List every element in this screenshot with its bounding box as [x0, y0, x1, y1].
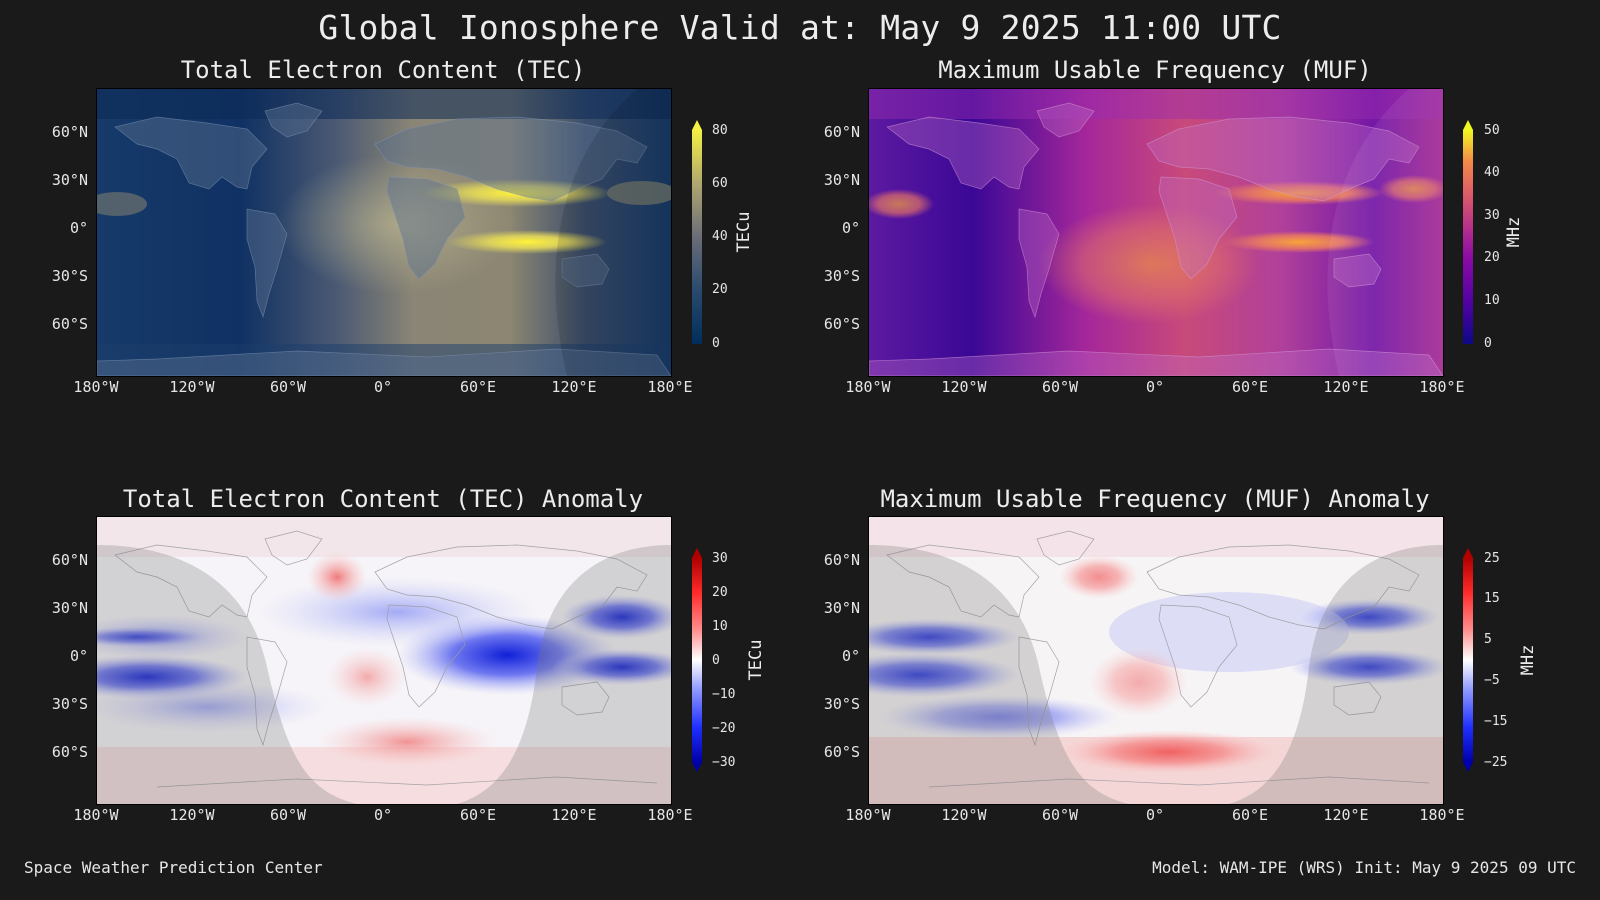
- muf-anomaly-cbar-tick-minus25: −25: [1484, 755, 1508, 770]
- tec-anomaly-cbar-unit: TECu: [746, 639, 766, 681]
- tec-anomaly-lat-label-0: 0°: [69, 647, 88, 665]
- panel-title-muf-anomaly: Maximum Usable Frequency (MUF) Anomaly: [880, 485, 1430, 513]
- tec-anomaly-colorbar: [692, 548, 702, 772]
- muf-anomaly-cbar-tick-5: 5: [1484, 632, 1492, 647]
- muf-anomaly-lon-label-180e: 180°E: [1419, 806, 1465, 824]
- muf-map: [868, 88, 1444, 377]
- muf-cbar-tick-30: 30: [1484, 208, 1500, 223]
- tec-lat-label-60n: 60°N: [51, 123, 88, 141]
- tec-lat-label-60s: 60°S: [51, 315, 88, 333]
- tec-anomaly-lon-label-120e: 120°E: [551, 806, 597, 824]
- muf-lon-label-60w: 60°W: [1041, 378, 1079, 396]
- muf-cbar-tick-50: 50: [1484, 123, 1500, 138]
- muf-anomaly-map: [868, 516, 1444, 805]
- muf-cbar-tick-20: 20: [1484, 250, 1500, 265]
- muf-lat-label-0: 0°: [841, 219, 860, 237]
- muf-lon-label-120e: 120°E: [1323, 378, 1369, 396]
- muf-anomaly-lon-label-60w: 60°W: [1041, 806, 1079, 824]
- panel-title-muf: Maximum Usable Frequency (MUF): [938, 56, 1372, 84]
- muf-lon-label-0: 0°: [1145, 378, 1165, 396]
- tec-anomaly-cbar-tick-minus20: −20: [712, 721, 736, 736]
- muf-anomaly-cbar-tick-15: 15: [1484, 591, 1500, 606]
- panel-title-tec-anomaly: Total Electron Content (TEC) Anomaly: [122, 485, 644, 513]
- muf-cbar-tick-10: 10: [1484, 293, 1500, 308]
- muf-lat-label-60s: 60°S: [823, 315, 860, 333]
- tec-anomaly-cbar-tick-30: 30: [712, 551, 728, 566]
- tec-anomaly-cbar-tick-minus10: −10: [712, 687, 736, 702]
- tec-lon-label-60w: 60°W: [269, 378, 307, 396]
- muf-anomaly-lon-label-180w: 180°W: [845, 806, 891, 824]
- muf-cbar-tick-40: 40: [1484, 165, 1500, 180]
- tec-lat-label-30n: 30°N: [51, 171, 88, 189]
- muf-cbar-tick-0: 0: [1484, 336, 1492, 351]
- muf-lon-label-180e: 180°E: [1419, 378, 1465, 396]
- tec-cbar-tick-60: 60: [712, 176, 728, 191]
- tec-map: [96, 88, 672, 377]
- muf-anomaly-cbar-unit: MHz: [1518, 644, 1538, 676]
- muf-cbar-unit: MHz: [1504, 216, 1524, 248]
- muf-anomaly-cbar-tick-minus5: −5: [1484, 673, 1500, 688]
- tec-lon-label-180e: 180°E: [647, 378, 693, 396]
- tec-anomaly-cbar-tick-minus30: −30: [712, 755, 736, 770]
- tec-lon-label-180w: 180°W: [73, 378, 119, 396]
- muf-anomaly-cbar-tick-minus15: −15: [1484, 714, 1508, 729]
- tec-anomaly-lon-label-60e: 60°E: [459, 806, 497, 824]
- muf-lon-label-60e: 60°E: [1231, 378, 1269, 396]
- muf-lat-label-30n: 30°N: [823, 171, 860, 189]
- muf-lat-label-30s: 30°S: [823, 267, 860, 285]
- tec-lon-label-120e: 120°E: [551, 378, 597, 396]
- tec-cbar-tick-0: 0: [712, 336, 720, 351]
- muf-anomaly-lon-label-60e: 60°E: [1231, 806, 1269, 824]
- tec-anomaly-lat-label-60n: 60°N: [51, 551, 88, 569]
- tec-anomaly-lat-label-60s: 60°S: [51, 743, 88, 761]
- muf-anomaly-lon-label-120e: 120°E: [1323, 806, 1369, 824]
- muf-anomaly-lon-label-120w: 120°W: [941, 806, 987, 824]
- muf-anomaly-lat-label-60s: 60°S: [823, 743, 860, 761]
- muf-lon-label-180w: 180°W: [845, 378, 891, 396]
- tec-colorbar: [692, 120, 702, 344]
- muf-colorbar: [1463, 120, 1473, 344]
- tec-cbar-tick-20: 20: [712, 282, 728, 297]
- tec-anomaly-lon-label-180w: 180°W: [73, 806, 119, 824]
- muf-anomaly-colorbar: [1463, 548, 1473, 772]
- tec-cbar-unit: TECu: [734, 211, 754, 253]
- muf-anomaly-lat-label-30s: 30°S: [823, 695, 860, 713]
- muf-lat-label-60n: 60°N: [823, 123, 860, 141]
- muf-anomaly-lat-label-0: 0°: [841, 647, 860, 665]
- main-title: Global Ionosphere Valid at: May 9 2025 1…: [318, 8, 1282, 47]
- muf-anomaly-lat-label-30n: 30°N: [823, 599, 860, 617]
- tec-anomaly-cbar-tick-10: 10: [712, 619, 728, 634]
- tec-anomaly-map: [96, 516, 672, 805]
- tec-lon-label-60e: 60°E: [459, 378, 497, 396]
- footer-credit: Space Weather Prediction Center: [24, 858, 323, 877]
- tec-cbar-tick-80: 80: [712, 123, 728, 138]
- tec-lat-label-0: 0°: [69, 219, 88, 237]
- tec-cbar-tick-40: 40: [712, 229, 728, 244]
- muf-lon-label-120w: 120°W: [941, 378, 987, 396]
- tec-anomaly-lon-label-0: 0°: [373, 806, 393, 824]
- tec-lon-label-120w: 120°W: [169, 378, 215, 396]
- tec-lon-label-0: 0°: [373, 378, 393, 396]
- tec-anomaly-lon-label-180e: 180°E: [647, 806, 693, 824]
- tec-anomaly-lat-label-30s: 30°S: [51, 695, 88, 713]
- tec-anomaly-lon-label-60w: 60°W: [269, 806, 307, 824]
- tec-anomaly-lon-label-120w: 120°W: [169, 806, 215, 824]
- footer-model-info: Model: WAM-IPE (WRS) Init: May 9 2025 09…: [1152, 858, 1576, 877]
- muf-anomaly-lon-label-0: 0°: [1145, 806, 1165, 824]
- muf-anomaly-cbar-tick-25: 25: [1484, 551, 1500, 566]
- tec-lat-label-30s: 30°S: [51, 267, 88, 285]
- tec-anomaly-lat-label-30n: 30°N: [51, 599, 88, 617]
- muf-anomaly-lat-label-60n: 60°N: [823, 551, 860, 569]
- tec-anomaly-cbar-tick-20: 20: [712, 585, 728, 600]
- tec-anomaly-cbar-tick-0: 0: [712, 653, 720, 668]
- panel-title-tec: Total Electron Content (TEC): [180, 56, 586, 84]
